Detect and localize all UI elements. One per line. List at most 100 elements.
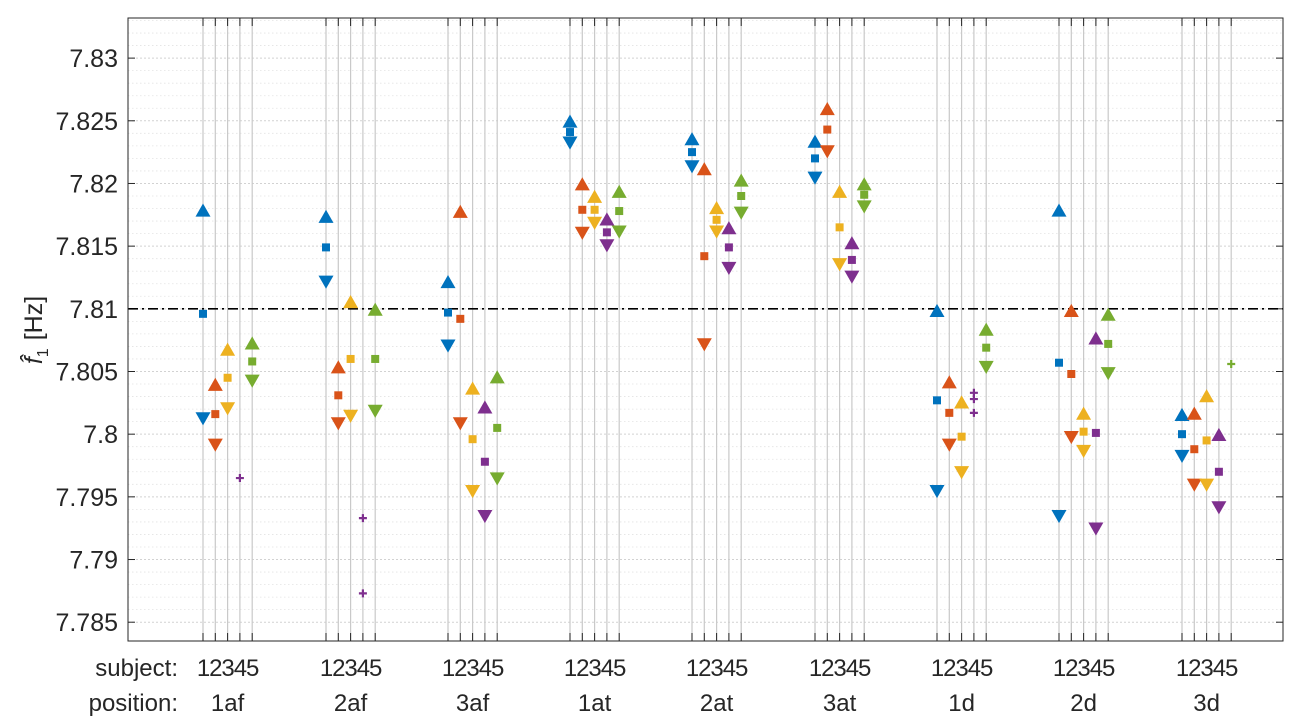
subject-tick-label: 1	[1176, 655, 1189, 682]
subject-tick-label: 3	[710, 655, 723, 682]
plot-frame	[127, 17, 1284, 642]
y-axis-label-sub: 1	[35, 348, 52, 357]
estimate-marker	[1190, 445, 1199, 454]
estimate-marker	[945, 408, 954, 417]
y-tick-label: 7.79	[69, 547, 118, 575]
subject-tick-label: 4	[1213, 655, 1226, 682]
single-marker	[969, 408, 978, 417]
lower-marker	[367, 404, 383, 418]
subject-tick-label: 5	[980, 655, 993, 682]
lower-marker	[587, 216, 603, 230]
upper-marker	[318, 209, 334, 223]
position-label: 1af	[211, 690, 245, 717]
estimate-marker	[211, 410, 220, 419]
subject-tick-label: 3	[466, 655, 479, 682]
upper-marker	[207, 377, 223, 391]
row-label-position: position:	[89, 690, 178, 717]
estimate-marker	[248, 357, 257, 366]
upper-marker	[330, 360, 346, 374]
y-tick-label: 7.785	[55, 609, 118, 637]
lower-marker	[844, 270, 860, 284]
upper-marker	[1211, 427, 1227, 442]
subject-lines-layer	[202, 18, 1232, 641]
lower-marker	[709, 225, 725, 239]
estimate-marker	[1079, 427, 1088, 436]
upper-marker	[941, 375, 957, 389]
upper-marker	[574, 177, 590, 191]
upper-marker	[1186, 406, 1202, 420]
subject-tick-label: 1	[809, 655, 822, 682]
subject-tick-label: 2	[821, 655, 834, 682]
estimate-marker	[847, 255, 856, 264]
estimate-marker	[1091, 428, 1100, 437]
subject-tick-label: 3	[955, 655, 968, 682]
upper-marker	[1063, 303, 1079, 317]
upper-marker	[733, 173, 749, 187]
y-tick-label: 7.825	[55, 108, 118, 136]
subject-tick-label: 3	[588, 655, 601, 682]
subject-tick-label: 2	[943, 655, 956, 682]
estimate-marker	[322, 243, 330, 252]
upper-marker	[929, 303, 945, 317]
subject-tick-label: 5	[491, 655, 504, 682]
upper-marker	[452, 204, 468, 218]
position-label: 3d	[1193, 690, 1220, 717]
subject-tick-label: 2	[332, 655, 345, 682]
position-label: 2at	[700, 690, 734, 717]
subject-tick-label: 4	[1090, 655, 1103, 682]
lower-marker	[489, 472, 505, 486]
lower-marker	[1100, 367, 1116, 381]
lower-marker	[733, 206, 749, 220]
lower-marker	[220, 402, 236, 416]
subject-tick-label: 3	[344, 655, 357, 682]
estimate-marker	[1202, 436, 1211, 445]
lower-marker	[195, 412, 211, 426]
lower-marker	[954, 466, 970, 480]
upper-marker	[599, 212, 615, 226]
single-marker	[358, 514, 367, 523]
upper-marker	[807, 134, 823, 148]
y-tick-label: 7.805	[55, 358, 118, 386]
subject-tick-label: 2	[454, 655, 467, 682]
lower-marker	[343, 409, 359, 423]
lower-marker	[684, 160, 700, 174]
lower-marker	[1211, 501, 1227, 515]
estimate-marker	[456, 314, 465, 323]
subject-tick-label: 4	[479, 655, 492, 682]
lower-marker	[318, 275, 334, 289]
lower-marker	[1186, 478, 1202, 492]
position-label: 3af	[456, 690, 490, 717]
subject-tick-label: 3	[221, 655, 234, 682]
position-label: 2af	[334, 690, 368, 717]
lower-marker	[244, 374, 260, 388]
estimate-marker	[493, 423, 502, 432]
upper-marker	[440, 274, 456, 289]
subject-tick-label: 3	[1200, 655, 1213, 682]
estimate-marker	[700, 252, 709, 261]
upper-marker	[1088, 331, 1104, 345]
upper-marker	[244, 336, 260, 350]
lower-marker	[941, 438, 957, 452]
upper-marker	[1199, 389, 1215, 403]
upper-marker	[1100, 307, 1116, 321]
estimate-marker	[688, 148, 696, 157]
lower-marker	[856, 200, 872, 214]
position-label: 1at	[578, 690, 612, 717]
estimate-marker	[615, 207, 624, 216]
estimate-marker	[578, 205, 587, 214]
subject-tick-label: 4	[601, 655, 614, 682]
subject-tick-label: 4	[234, 655, 247, 682]
subject-tick-label: 2	[576, 655, 589, 682]
subject-tick-label: 4	[723, 655, 736, 682]
upper-marker	[832, 184, 848, 198]
subject-tick-label: 1	[197, 655, 210, 682]
lower-marker	[929, 484, 945, 499]
subject-tick-label: 1	[931, 655, 944, 682]
subject-tick-label: 1	[320, 655, 333, 682]
y-tick-label: 7.83	[69, 45, 118, 73]
lower-marker	[819, 145, 835, 159]
upper-marker	[978, 322, 994, 336]
estimate-marker	[1055, 358, 1063, 367]
estimate-marker	[1214, 467, 1223, 476]
